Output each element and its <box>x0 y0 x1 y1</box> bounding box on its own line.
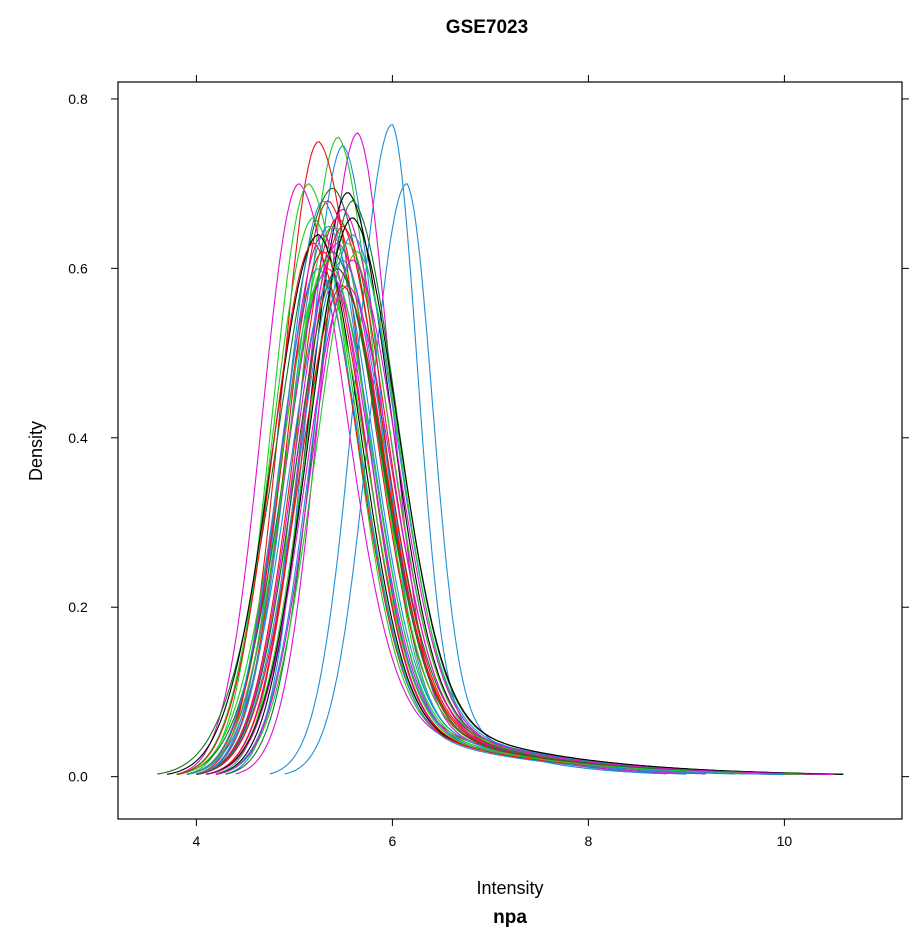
y-tick-label: 0.4 <box>68 430 88 446</box>
density-line <box>186 259 805 776</box>
y-axis: 0.0 0.2 0.4 0.6 0.8 <box>68 91 909 785</box>
x-axis: 4 6 8 10 <box>193 75 793 849</box>
density-line <box>269 124 667 775</box>
density-line <box>176 242 795 775</box>
chart-title: GSE7023 <box>446 17 528 38</box>
density-line <box>186 182 785 775</box>
plot-frame <box>117 81 903 820</box>
y-tick-label: 0.6 <box>68 260 88 276</box>
x-tick-label: 8 <box>585 833 593 849</box>
x-tick-label: 6 <box>389 833 397 849</box>
plot-area <box>117 81 903 820</box>
x-tick-label: 4 <box>193 833 201 849</box>
x-axis-label: Intensity <box>476 878 543 898</box>
y-axis-label: Density <box>26 421 46 481</box>
x-tick-label: 10 <box>777 833 793 849</box>
panel-sublabel: npa <box>493 907 527 928</box>
y-tick-label: 0.8 <box>68 91 88 107</box>
density-line <box>206 217 844 775</box>
y-tick-label: 0.2 <box>68 599 88 615</box>
density-line <box>186 268 785 776</box>
density-line <box>215 192 814 775</box>
density-curves <box>157 124 844 776</box>
density-line <box>215 259 834 776</box>
y-tick-label: 0.0 <box>68 769 88 785</box>
